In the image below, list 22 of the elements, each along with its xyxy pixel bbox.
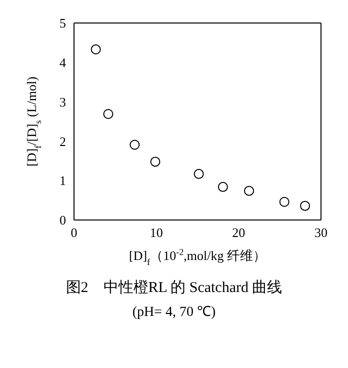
x-tick-label: 30: [314, 225, 328, 240]
x-tick-label: 10: [150, 225, 163, 240]
y-tick-label: 0: [60, 212, 66, 228]
point: [300, 200, 310, 211]
y-tick-label: 5: [60, 16, 66, 31]
point: [90, 44, 101, 54]
y-tick-label: 2: [60, 134, 66, 149]
y-tick-label: 3: [60, 94, 66, 110]
point: [130, 140, 140, 150]
point: [103, 109, 114, 120]
point: [244, 186, 254, 196]
point: [194, 168, 204, 179]
text: 图2 中性橙RL 的 Scatchard 曲线: [64, 278, 284, 297]
x-tick-label: 20: [232, 225, 246, 240]
y-tick-label: 4: [60, 55, 66, 70]
point: [218, 182, 228, 192]
point: [150, 156, 160, 167]
x-tick-label: 0: [70, 225, 78, 240]
point: [279, 196, 290, 207]
text: (pH= 4, 70 ℃): [131, 304, 217, 321]
y-tick-label: 1: [60, 173, 66, 188]
x-axis-title: [D]$_{f}$（10$^{-2}$,mol/kg 纤维）: [129, 247, 266, 267]
